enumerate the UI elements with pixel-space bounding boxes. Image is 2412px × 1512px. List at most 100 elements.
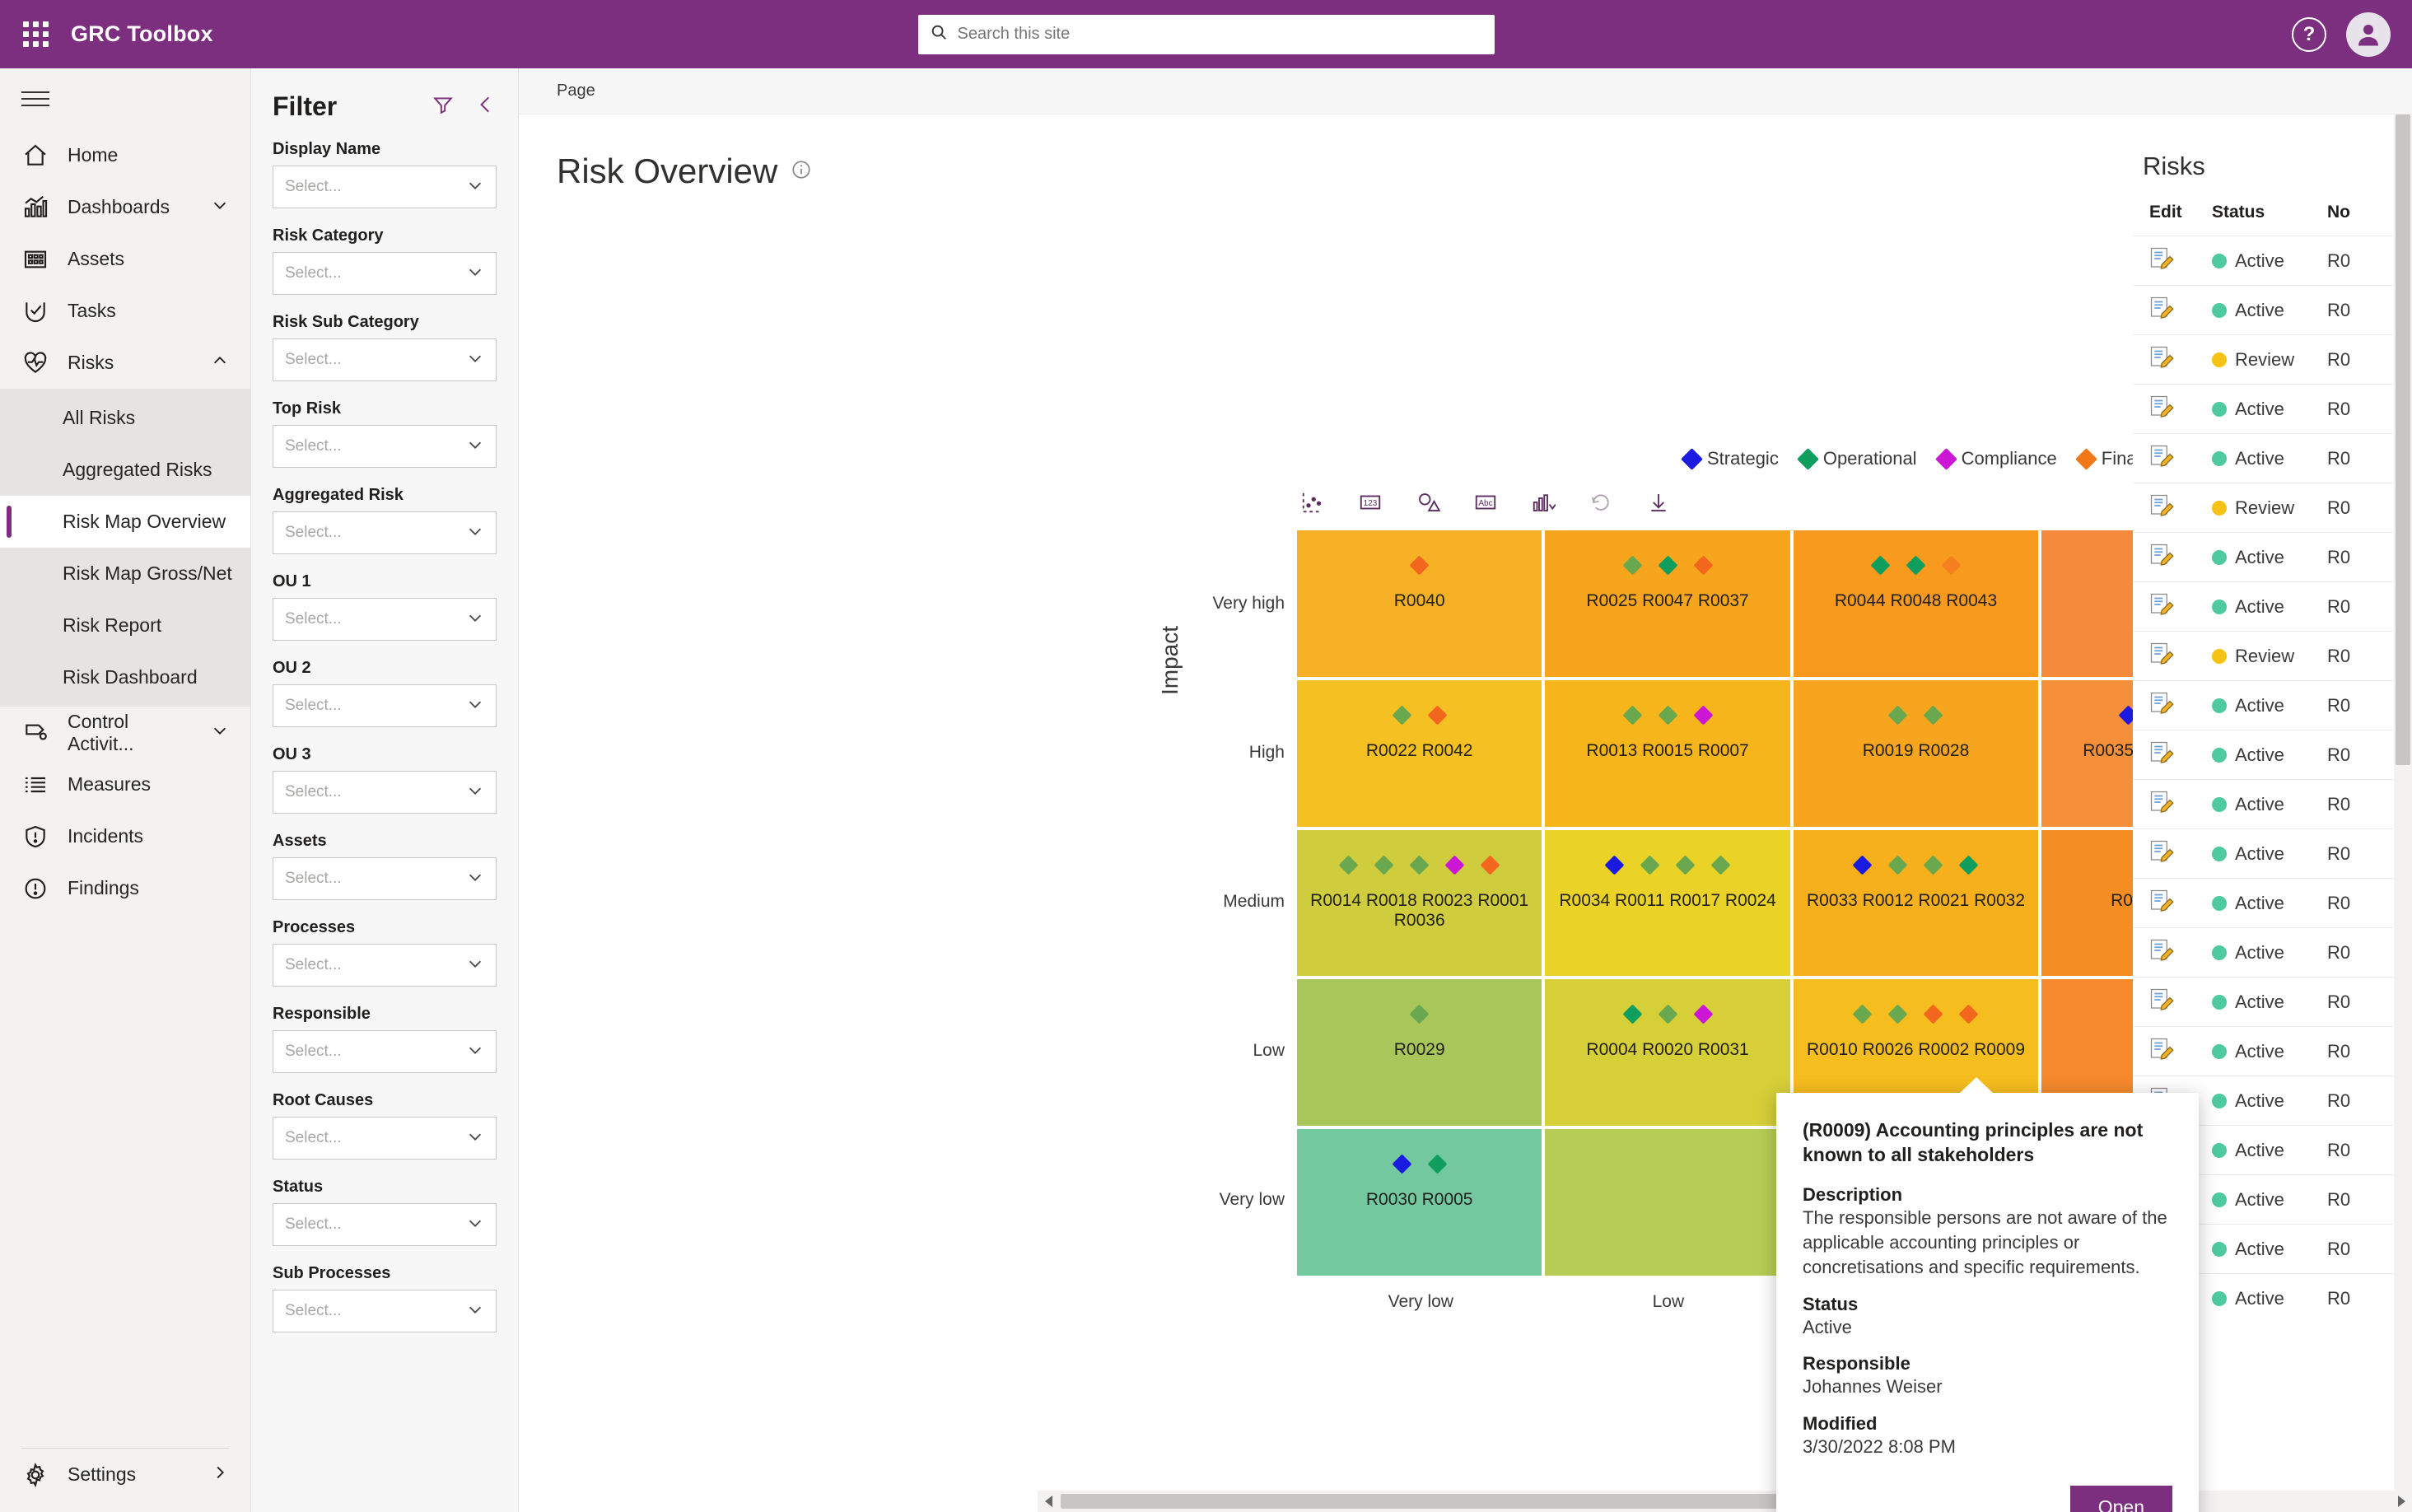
matrix-cell[interactable]: R0019 R0028 xyxy=(1793,679,2039,827)
edit-row-icon[interactable] xyxy=(2149,741,2174,769)
matrix-cell[interactable]: R0033 R0012 R0021 R0032 xyxy=(1793,829,2039,977)
edit-cell[interactable] xyxy=(2133,433,2212,483)
edit-row-icon[interactable] xyxy=(2149,296,2174,324)
sidebar-item-assets[interactable]: Assets xyxy=(0,233,250,285)
matrix-cell[interactable]: R0022 R0042 xyxy=(1297,679,1542,827)
edit-cell[interactable] xyxy=(2133,977,2212,1027)
sidebar-item-tasks[interactable]: Tasks xyxy=(0,285,250,337)
sidebar-item-aggregated-risks[interactable]: Aggregated Risks xyxy=(0,444,250,496)
table-row[interactable]: Active R0 xyxy=(2133,680,2412,730)
edit-cell[interactable] xyxy=(2133,236,2212,286)
scroll-right-arrow-icon[interactable] xyxy=(2391,1496,2412,1507)
edit-cell[interactable] xyxy=(2133,285,2212,335)
edit-cell[interactable] xyxy=(2133,680,2212,730)
app-launcher-icon[interactable] xyxy=(0,21,71,47)
matrix-cell[interactable]: R0034 R0011 R0017 R0024 xyxy=(1545,829,1790,977)
edit-row-icon[interactable] xyxy=(2149,988,2174,1016)
scrollbar-thumb[interactable] xyxy=(2396,114,2410,765)
edit-row-icon[interactable] xyxy=(2149,1038,2174,1066)
risk-marker-R0043[interactable] xyxy=(1941,555,1962,576)
chart-sort-icon[interactable] xyxy=(1530,489,1556,516)
edit-row-icon[interactable] xyxy=(2149,395,2174,423)
edit-cell[interactable] xyxy=(2133,878,2212,928)
risk-marker-R0024[interactable] xyxy=(1710,855,1731,875)
table-row[interactable]: Review R0 xyxy=(2133,334,2412,385)
table-row[interactable]: Active R0 xyxy=(2133,433,2412,483)
edit-row-icon[interactable] xyxy=(2149,593,2174,621)
edit-row-icon[interactable] xyxy=(2149,642,2174,670)
matrix-cell[interactable]: R0013 R0015 R0007 xyxy=(1545,679,1790,827)
edit-cell[interactable] xyxy=(2133,779,2212,829)
matrix-cell[interactable]: R0014 R0018 R0023 R0001 R0036 xyxy=(1297,829,1542,977)
sidebar-item-risks[interactable]: Risks xyxy=(0,337,250,389)
text-labels-icon[interactable]: Abc xyxy=(1472,489,1499,516)
sidebar-item-all-risks[interactable]: All Risks xyxy=(0,392,250,444)
sidebar-item-risk-dashboard[interactable]: Risk Dashboard xyxy=(0,651,250,703)
filter-select-responsible[interactable]: Select... xyxy=(273,1030,497,1073)
reset-history-icon[interactable] xyxy=(1588,489,1614,516)
table-row[interactable]: Active R0 xyxy=(2133,236,2412,286)
hamburger-icon[interactable] xyxy=(0,68,250,129)
edit-cell[interactable] xyxy=(2133,581,2212,632)
risk-marker-R0017[interactable] xyxy=(1675,855,1696,875)
filter-select-status[interactable]: Select... xyxy=(273,1203,497,1246)
shape-filter-icon[interactable] xyxy=(1415,489,1441,516)
risk-marker-R0009[interactable] xyxy=(1958,1004,1980,1024)
edit-cell[interactable] xyxy=(2133,828,2212,879)
table-row[interactable]: Active R0 xyxy=(2133,581,2412,632)
edit-cell[interactable] xyxy=(2133,730,2212,780)
edit-row-icon[interactable] xyxy=(2149,692,2174,720)
filter-select-root-causes[interactable]: Select... xyxy=(273,1117,497,1160)
open-button[interactable]: Open xyxy=(2069,1485,2172,1512)
risk-marker-R0025[interactable] xyxy=(1622,555,1643,576)
risk-marker-R0011[interactable] xyxy=(1640,855,1660,875)
table-row[interactable]: Active R0 xyxy=(2133,828,2412,879)
risk-marker-R0028[interactable] xyxy=(1923,705,1944,726)
filter-select-ou-3[interactable]: Select... xyxy=(273,771,497,814)
risk-marker-R0004[interactable] xyxy=(1622,1004,1643,1024)
table-row[interactable]: Active R0 xyxy=(2133,730,2412,780)
edit-cell[interactable] xyxy=(2133,532,2212,582)
edit-cell[interactable] xyxy=(2133,1026,2212,1076)
info-icon[interactable] xyxy=(791,159,812,184)
risk-marker-R0047[interactable] xyxy=(1658,555,1678,576)
sidebar-item-dashboards[interactable]: Dashboards xyxy=(0,181,250,233)
risk-marker-R0005[interactable] xyxy=(1427,1154,1448,1174)
risk-marker-R0032[interactable] xyxy=(1958,855,1980,875)
risk-marker-R0007[interactable] xyxy=(1693,705,1714,726)
table-row[interactable]: Active R0 xyxy=(2133,384,2412,434)
filter-select-assets[interactable]: Select... xyxy=(273,857,497,900)
edit-cell[interactable] xyxy=(2133,927,2212,978)
table-row[interactable]: Active R0 xyxy=(2133,977,2412,1027)
edit-row-icon[interactable] xyxy=(2149,346,2174,374)
sidebar-item-findings[interactable]: Findings xyxy=(0,862,250,914)
table-row[interactable]: Active R0 xyxy=(2133,927,2412,978)
scatter-select-icon[interactable] xyxy=(1299,489,1326,516)
risk-marker-R0031[interactable] xyxy=(1693,1004,1714,1024)
table-row[interactable]: Review R0 xyxy=(2133,631,2412,681)
edit-cell[interactable] xyxy=(2133,483,2212,533)
matrix-cell[interactable]: R0004 R0020 R0031 xyxy=(1545,979,1790,1127)
risk-marker-R0020[interactable] xyxy=(1658,1004,1678,1024)
risk-marker-R0012[interactable] xyxy=(1887,855,1909,875)
edit-row-icon[interactable] xyxy=(2149,494,2174,522)
matrix-cell[interactable] xyxy=(1545,1129,1790,1276)
legend-item[interactable]: Operational xyxy=(1796,447,1917,470)
risk-marker-R0018[interactable] xyxy=(1374,855,1394,875)
risk-marker-R0001[interactable] xyxy=(1444,855,1465,875)
help-icon[interactable]: ? xyxy=(2292,16,2326,52)
edit-row-icon[interactable] xyxy=(2149,939,2174,967)
risk-marker-R0010[interactable] xyxy=(1852,1004,1873,1024)
risk-marker-R0034[interactable] xyxy=(1604,855,1625,875)
column-header-status[interactable]: Status xyxy=(2212,203,2265,222)
legend-item[interactable]: Strategic xyxy=(1681,447,1779,470)
edit-cell[interactable] xyxy=(2133,334,2212,385)
sidebar-item-incidents[interactable]: Incidents xyxy=(0,810,250,862)
risk-marker-R0021[interactable] xyxy=(1923,855,1944,875)
site-search[interactable] xyxy=(917,14,1495,54)
matrix-cell[interactable]: R0040 xyxy=(1297,530,1542,677)
scroll-left-arrow-icon[interactable] xyxy=(1038,1496,1059,1507)
matrix-cell[interactable]: R0030 R0005 xyxy=(1297,1129,1542,1276)
risk-marker-R0037[interactable] xyxy=(1693,555,1714,576)
risk-marker-R0040[interactable] xyxy=(1409,555,1430,576)
